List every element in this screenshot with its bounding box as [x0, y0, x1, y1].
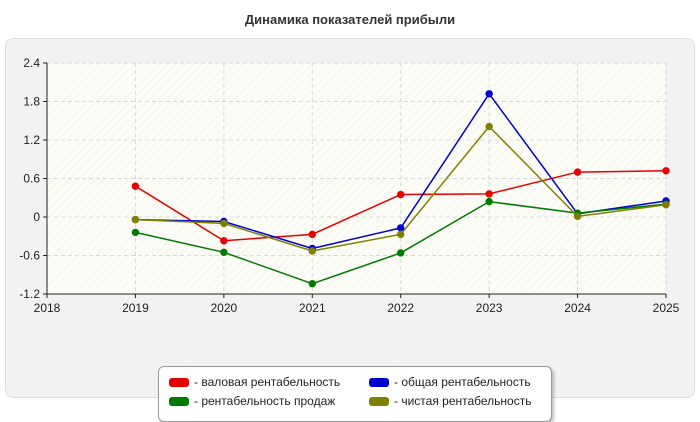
legend-item-3: - чистая рентабельность [369, 393, 531, 409]
x-tick-label-5: 2023 [476, 301, 503, 315]
x-tick-label-7: 2025 [653, 301, 680, 315]
y-tick-label-4: 1.2 [23, 133, 40, 147]
y-tick-label-6: 2.4 [23, 56, 40, 70]
y-tick-label-0: -1.2 [19, 287, 40, 301]
series-0-point-6 [662, 167, 670, 175]
x-tick-label-1: 2019 [122, 301, 149, 315]
series-1-point-3 [397, 224, 405, 232]
series-3-point-0 [131, 215, 140, 224]
x-tick-label-3: 2021 [299, 301, 326, 315]
legend-swatch-0 [169, 377, 189, 387]
legend-item-1: - общая рентабельность [369, 374, 531, 390]
series-2-point-1 [220, 248, 228, 256]
series-3-point-4 [485, 122, 493, 131]
legend-label-0: - валовая рентабельность [194, 375, 341, 389]
x-tick-label-6: 2024 [564, 301, 591, 315]
legend-label-2: - рентабельность продаж [194, 394, 336, 408]
series-0-point-5 [573, 168, 582, 176]
legend-item-2: - рентабельность продаж [169, 393, 335, 409]
x-tick-label-0: 2018 [34, 301, 61, 315]
x-tick-label-2: 2020 [211, 301, 238, 315]
y-tick-label-1: -0.6 [19, 249, 40, 263]
y-tick-label-5: 1.8 [23, 95, 40, 109]
legend-swatch-2 [169, 396, 189, 406]
y-tick-label-3: 0.6 [23, 172, 40, 186]
series-3-point-6 [662, 201, 670, 209]
series-0-point-3 [397, 190, 405, 199]
series-3-point-5 [573, 212, 582, 221]
series-2-point-3 [397, 249, 405, 257]
legend-swatch-1 [369, 377, 389, 387]
legend-label-1: - общая рентабельность [394, 375, 531, 389]
x-tick-label-4: 2022 [387, 301, 414, 315]
series-0-point-1 [220, 237, 228, 245]
legend-swatch-3 [369, 396, 389, 406]
series-2-point-0 [131, 228, 140, 237]
series-2-point-2 [308, 280, 316, 288]
legend-label-3: - чистая рентабельность [394, 394, 532, 408]
series-3-point-2 [308, 247, 316, 255]
legend-item-0: - валовая рентабельность [169, 374, 340, 390]
line-chart: -1.2 -0.6 0 0.6 1.2 1.8 2.4 2018 2019 2020 2021 202… [19, 56, 680, 315]
series-3-point-1 [220, 219, 228, 228]
series-0-point-0 [131, 182, 140, 190]
series-1-point-4 [485, 90, 493, 98]
series-0-point-4 [485, 190, 493, 198]
chart-panel: -1.2 -0.6 0 0.6 1.2 1.8 2.4 2018 2019 2020 2021 202… [5, 38, 695, 422]
series-0-point-2 [308, 230, 316, 239]
chart-title: Динамика показателей прибыли [244, 12, 456, 27]
y-tick-label-2: 0 [33, 210, 40, 224]
series-2-point-4 [485, 197, 493, 206]
series-3-point-3 [397, 230, 405, 239]
legend: - валовая рентабельность - общая рентабел… [158, 366, 552, 422]
